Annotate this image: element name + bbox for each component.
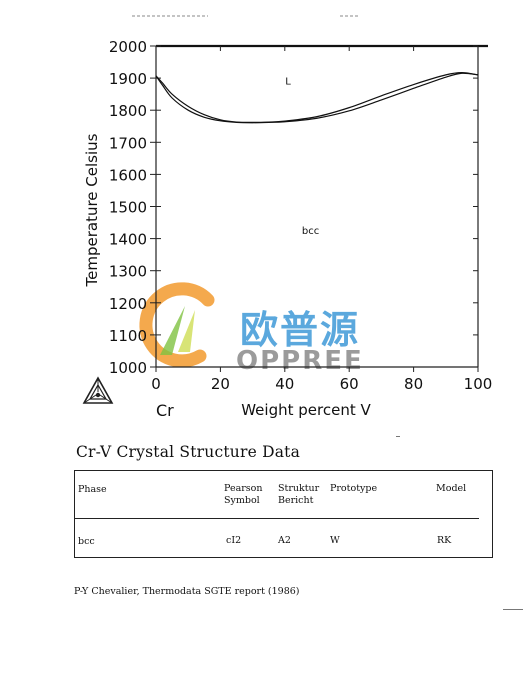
watermark-latin-text: OPPREE: [236, 346, 364, 376]
solidus-curve: [155, 72, 479, 124]
section-title: Cr-V Crystal Structure Data: [76, 443, 301, 461]
header-divider: [75, 518, 479, 519]
header-prototype: Prototype: [330, 483, 378, 494]
y-tick-label: 1800: [109, 102, 147, 120]
scan-mark: [396, 436, 400, 437]
y-tick-label: 2000: [109, 38, 147, 56]
scan-mark: [503, 609, 523, 610]
triangle-logo: [82, 376, 114, 404]
x-tick-label: 60: [340, 375, 359, 393]
x-tick-label: 0: [151, 375, 161, 393]
y-tick-label: 1100: [109, 327, 147, 345]
row-phase: bcc: [78, 536, 95, 547]
row-pearson-symbol: cI2: [226, 535, 242, 546]
x-tick-label: 20: [211, 375, 230, 393]
header-struktur-bericht: Struktur Bericht: [278, 483, 320, 506]
phase-label-l: L: [285, 77, 291, 88]
watermark-logo: 欧普源 OPPREE: [139, 282, 364, 376]
x-tick-label: 80: [404, 375, 423, 393]
x-tick-label: 100: [464, 375, 493, 393]
row-prototype: W: [330, 535, 340, 546]
y-tick-label: 1300: [109, 263, 147, 281]
crystal-structure-table: Phase Pearson Symbol Struktur Bericht Pr…: [74, 470, 493, 558]
header-phase: Phase: [78, 484, 107, 495]
x-tick-label: 40: [275, 375, 294, 393]
y-tick-label: 1600: [109, 166, 147, 184]
watermark-chinese-text: 欧普源: [240, 308, 360, 352]
y-tick-label: 1200: [109, 295, 147, 313]
y-tick-label: 1900: [109, 70, 147, 88]
row-model: RK: [437, 535, 452, 546]
liquidus-curve: [155, 72, 479, 124]
phase-diagram-chart: 欧普源 OPPREE 10001100120013001400150016001…: [82, 15, 493, 420]
y-axis-label: Temperature Celsius: [83, 133, 101, 287]
y-tick-label: 1700: [109, 134, 147, 152]
phase-label-bcc: bcc: [302, 226, 319, 237]
y-tick-label: 1500: [109, 199, 147, 217]
reference-citation: P-Y Chevalier, Thermodata SGTE report (1…: [74, 586, 300, 597]
header-pearson-symbol: Pearson Symbol: [224, 483, 263, 506]
y-tick-label: 1000: [109, 359, 147, 377]
x-axis-label: Weight percent V: [241, 401, 371, 419]
element-label-cr: Cr: [156, 401, 174, 420]
header-model: Model: [436, 483, 467, 494]
y-tick-label: 1400: [109, 231, 147, 249]
row-struktur-bericht: A2: [278, 535, 291, 546]
